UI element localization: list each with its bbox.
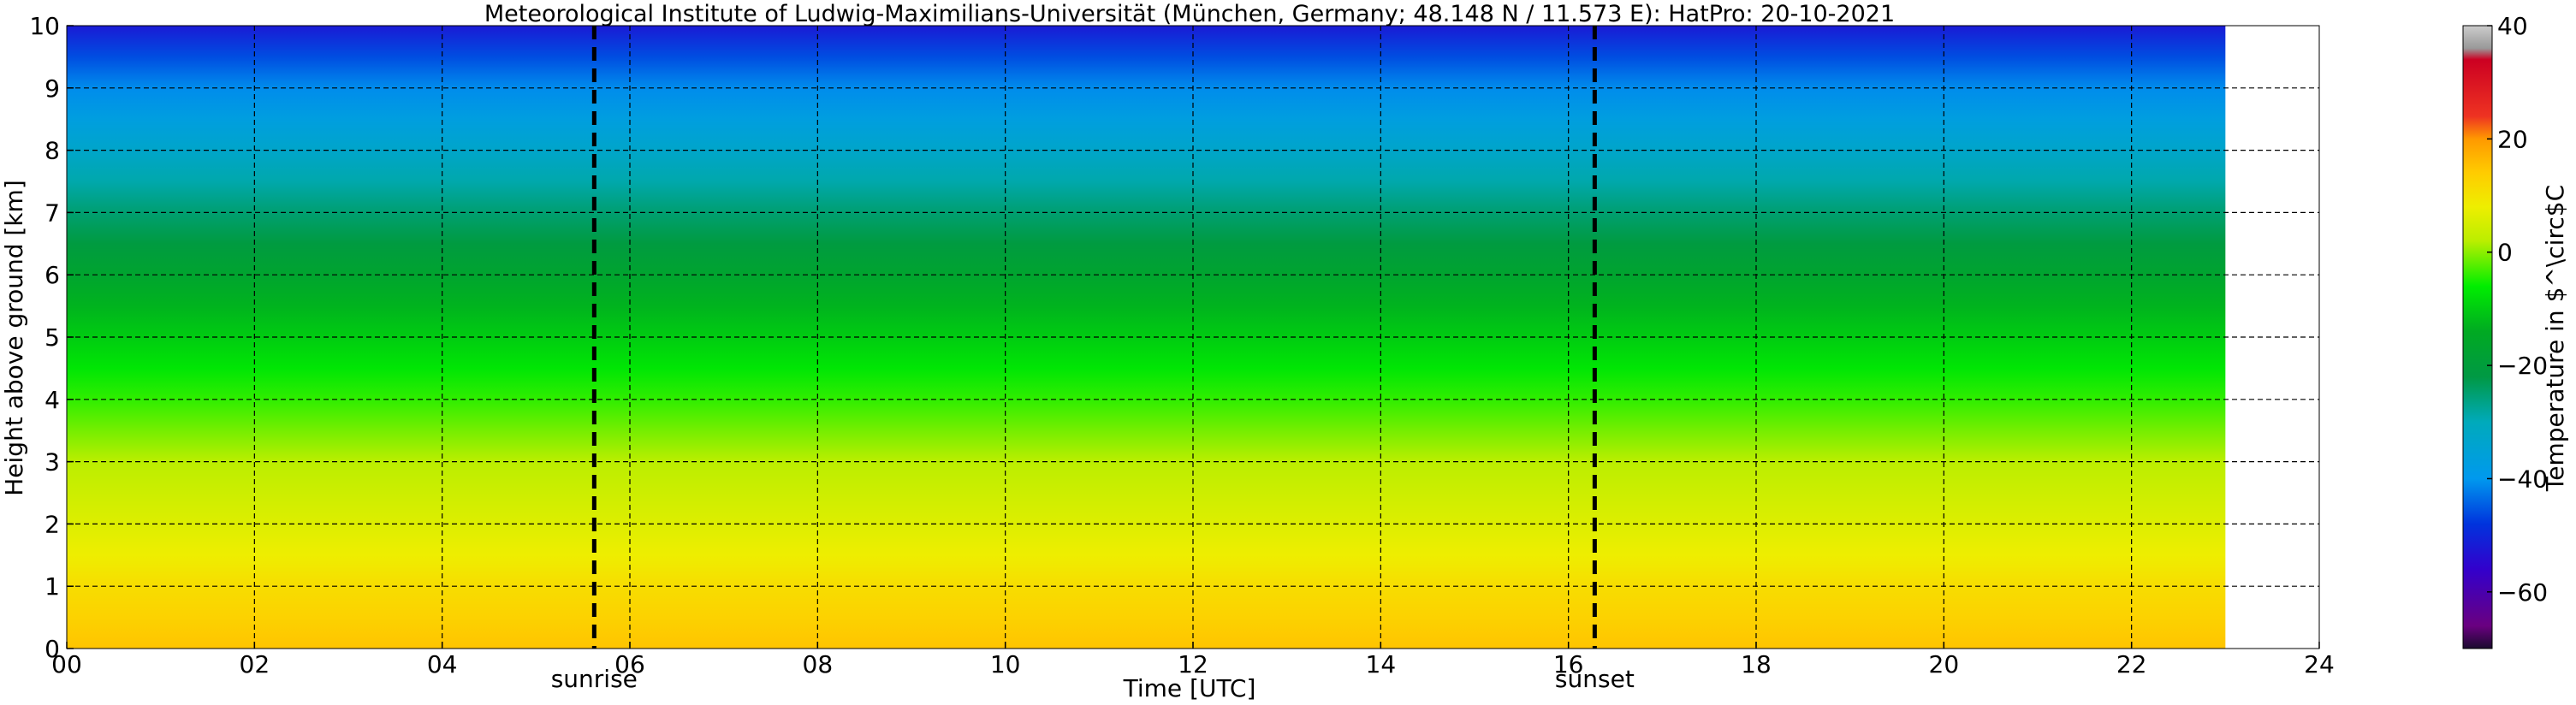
event-lines: [591, 26, 1597, 649]
colorbar: 40 20 0 −20 −40 −60 Temperature in $^\circ$C: [2462, 12, 2569, 649]
y-tick-label: 5: [45, 323, 60, 352]
colorbar-tick-label: 0: [2497, 239, 2513, 267]
colorbar-tick-label: −20: [2497, 352, 2548, 380]
colorbar-tick-label: −60: [2497, 578, 2548, 607]
y-tick-label: 0: [45, 635, 60, 663]
y-tick-label: 7: [45, 198, 60, 227]
colorbar-tick-label: 20: [2497, 125, 2528, 153]
x-axis-label: Time [UTC]: [1123, 674, 1256, 702]
sunrise-label: sunrise: [551, 665, 638, 693]
y-axis: 0 1 2 3 4 5 6 7 8 9 10: [29, 12, 74, 663]
y-axis-label: Height above ground [km]: [0, 180, 28, 496]
x-tick-label: 04: [427, 650, 458, 678]
plot-area: [66, 25, 2320, 649]
x-tick-label: 18: [1741, 650, 1772, 678]
x-tick-label: 12: [1178, 650, 1208, 678]
colorbar-tick-label: 40: [2497, 12, 2528, 40]
y-tick-label: 3: [45, 448, 60, 477]
x-tick-label: 06: [614, 650, 645, 678]
grid-lines: [67, 26, 2319, 649]
x-tick-label: 02: [240, 650, 270, 678]
x-tick-label: 14: [1366, 650, 1397, 678]
x-tick-label: 24: [2304, 650, 2335, 678]
colorbar-ticks: 40 20 0 −20 −40 −60: [2487, 12, 2548, 607]
colorbar-tick-label: −40: [2497, 465, 2548, 493]
x-tick-label: 20: [1929, 650, 1960, 678]
y-tick-label: 4: [45, 386, 60, 414]
y-tick-label: 10: [29, 12, 60, 40]
y-tick-label: 6: [45, 261, 60, 289]
x-tick-label: 22: [2116, 650, 2147, 678]
y-tick-label: 2: [45, 510, 60, 538]
sunset-label: sunset: [1555, 665, 1635, 693]
y-tick-label: 1: [45, 572, 60, 601]
colorbar-label: Temperature in $^\circ$C: [2541, 185, 2569, 492]
y-tick-label: 8: [45, 137, 60, 165]
x-tick-label: 10: [990, 650, 1021, 678]
x-tick-label: 00: [51, 650, 82, 678]
x-tick-label: 08: [803, 650, 834, 678]
y-tick-label: 9: [45, 74, 60, 103]
x-tick-label: 16: [1553, 650, 1584, 678]
x-axis: sunrise sunset 00 02 04 06 08 10 12 14 16 18 20 22 24: [51, 642, 2335, 693]
colorbar-scale: [2462, 25, 2493, 649]
chart-title: Meteorological Institute of Ludwig-Maxim…: [484, 1, 1895, 27]
